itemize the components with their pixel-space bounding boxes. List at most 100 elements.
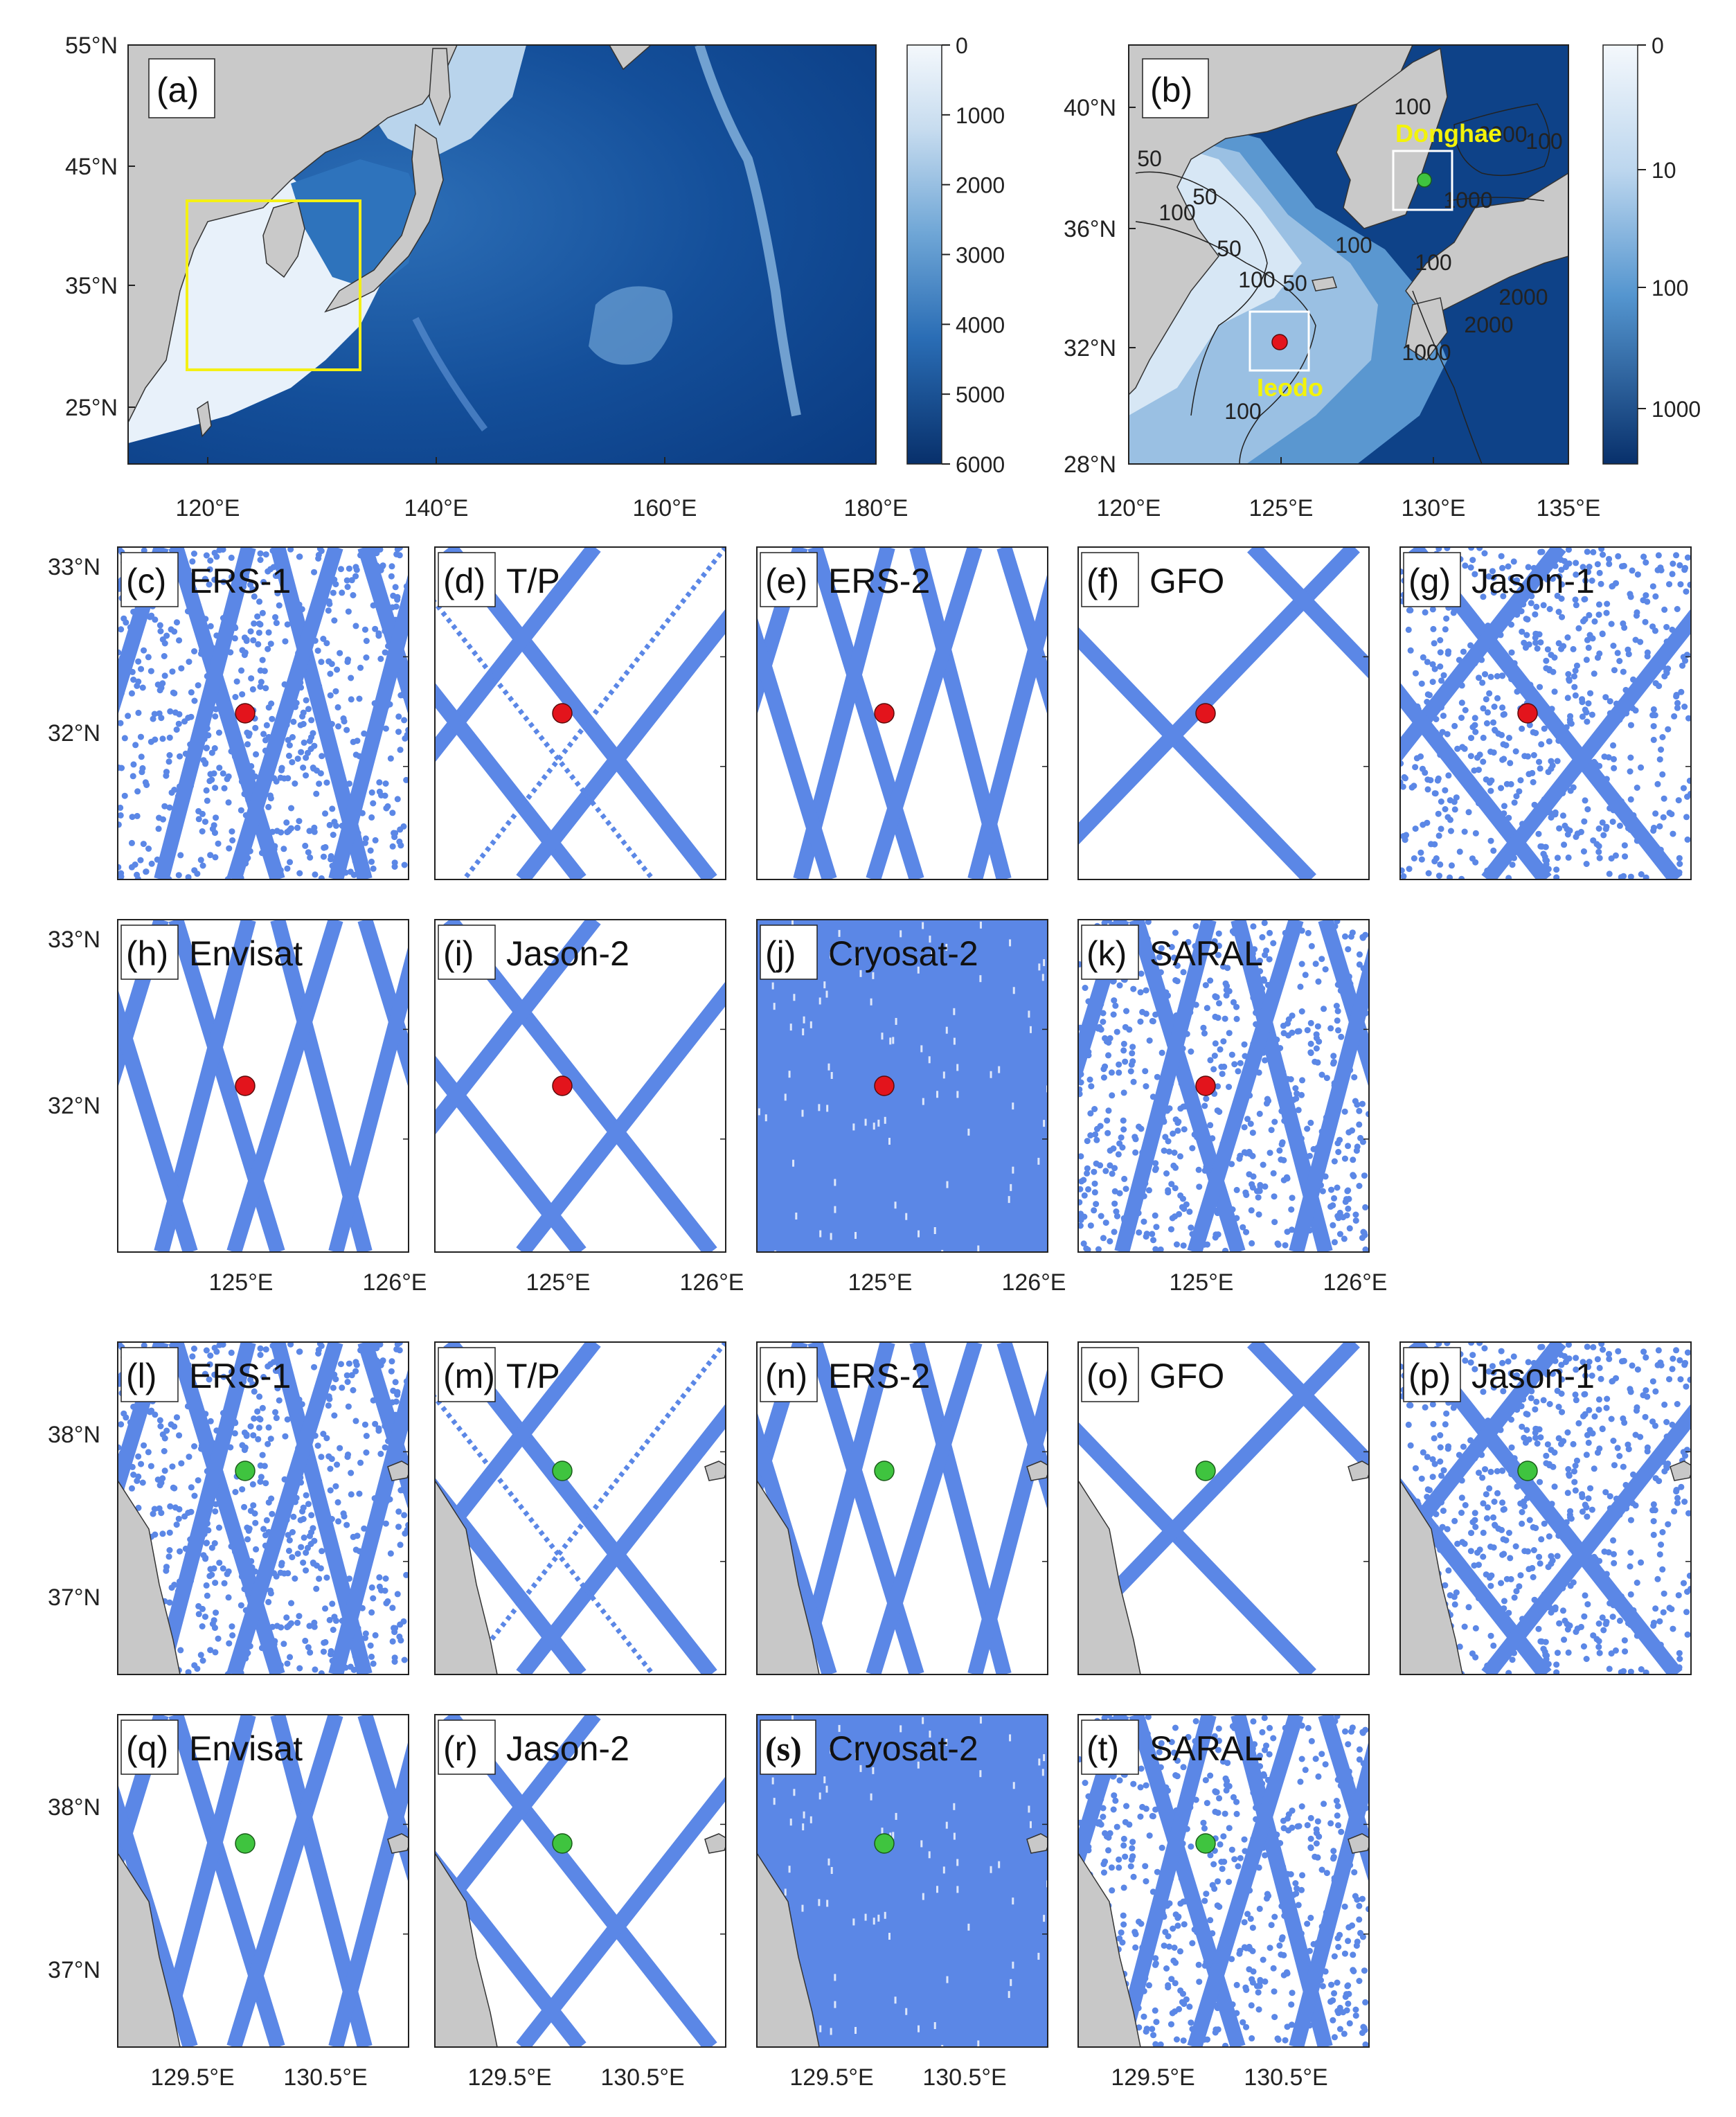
panel-label-box xyxy=(120,1719,179,1775)
coverage-gap xyxy=(998,1861,1001,1868)
coverage-gap xyxy=(801,1109,804,1117)
coverage-gap xyxy=(894,1202,897,1209)
ground-track xyxy=(168,547,285,879)
coverage-gap xyxy=(945,943,948,951)
coverage-gap xyxy=(931,1744,933,1752)
map-a-frame xyxy=(127,44,877,465)
coverage-gap xyxy=(873,1918,875,1925)
colorbar-a-label: 0 xyxy=(956,33,968,58)
coverage-gap xyxy=(826,1105,829,1112)
panel-axis-labels: 33°N 32°N 33°N 32°N 38°N 37°N 38°N 37°N 125°E 126… xyxy=(48,554,1387,2091)
panel-label: (q) xyxy=(126,1729,168,1768)
map-b-lon-label: 125°E xyxy=(1249,495,1313,521)
contour-label: 2000 xyxy=(1498,285,1548,310)
ground-track xyxy=(1400,1342,1566,1558)
coverage-gap xyxy=(889,1037,892,1045)
coastline-land xyxy=(757,1479,820,1674)
coverage-gap xyxy=(1028,1805,1030,1813)
colorbar-a-ticks: 0 1000 2000 3000 4000 5000 6000 xyxy=(942,33,1005,477)
ulleung-island xyxy=(704,1461,726,1481)
map-b-lon-label: 135°E xyxy=(1536,495,1600,521)
coverage-gap xyxy=(825,1785,828,1793)
coverage-gap xyxy=(1009,1734,1012,1742)
ground-track xyxy=(328,572,409,879)
coverage-gap xyxy=(864,1913,867,1921)
coverage-gap xyxy=(758,1108,760,1116)
sparse-track xyxy=(435,1393,655,1674)
ground-track xyxy=(168,1342,285,1674)
ridge-2 xyxy=(589,286,673,365)
land-korea-b xyxy=(1336,47,1448,229)
sparse-track xyxy=(462,1342,726,1674)
ground-track xyxy=(1247,1342,1369,1474)
panel-label-box xyxy=(760,924,818,980)
ground-track xyxy=(168,1715,285,2047)
panel-label: (i) xyxy=(443,934,474,973)
coverage-gap xyxy=(953,1803,956,1810)
ground-track xyxy=(357,1715,409,1884)
coverage-gap xyxy=(830,2028,832,2035)
panel-label: (e) xyxy=(765,562,807,600)
satellite-name: ERS-1 xyxy=(189,1357,291,1395)
coverage-gap xyxy=(922,922,924,929)
map-a-lon-label: 140°E xyxy=(404,495,468,521)
coverage-gap xyxy=(854,2026,857,2034)
coverage-gap xyxy=(830,1747,832,1754)
coverage-gap xyxy=(931,949,933,957)
coverage-gap xyxy=(956,1859,959,1866)
ground-track xyxy=(1481,1403,1691,1674)
contour-label: 100 xyxy=(1158,200,1195,225)
panel-frame xyxy=(756,919,1048,1253)
panel-m: (m) T/P xyxy=(434,1341,726,1675)
panel-label: (s) xyxy=(765,1729,802,1768)
panel-h: (h) Envisat xyxy=(117,919,409,1253)
ieodo-station-marker xyxy=(874,703,895,724)
satellite-name: Jason-2 xyxy=(506,1729,629,1768)
ground-track xyxy=(516,1403,726,1674)
coverage-gap xyxy=(854,1752,857,1760)
coverage-gap xyxy=(1012,1166,1014,1174)
donghae-lon-label: 130.5°E xyxy=(600,2064,684,2091)
contour-label: 100 xyxy=(1415,250,1451,275)
panel-label-box xyxy=(1081,1347,1139,1402)
contour-2000 xyxy=(1453,103,1550,177)
panel-label: (f) xyxy=(1086,562,1119,600)
panel-label: (h) xyxy=(126,934,168,973)
land-kyushu xyxy=(1405,297,1448,361)
ground-track xyxy=(1318,1715,1369,1884)
coverage-gap xyxy=(922,1717,924,1724)
ridge-1 xyxy=(695,45,801,417)
map-a-lon-label: 120°E xyxy=(175,495,240,521)
ground-track xyxy=(866,547,983,879)
colorbar-a-label: 4000 xyxy=(956,312,1005,337)
coverage-gap xyxy=(928,1851,931,1859)
coverage-gap xyxy=(834,1179,836,1186)
panel-label-box xyxy=(120,552,179,607)
coverage-gap xyxy=(803,1016,805,1024)
coverage-gap xyxy=(838,929,841,937)
coverage-gap xyxy=(870,1793,873,1801)
satellite-name: Envisat xyxy=(189,1729,303,1768)
coastline-land xyxy=(118,1479,181,1674)
coverage-gap xyxy=(827,1063,830,1071)
ground-track xyxy=(154,547,256,879)
coastline-land xyxy=(1078,1852,1141,2047)
donghae-lat-label: 37°N xyxy=(48,1957,100,1983)
coverage-gap xyxy=(945,1821,948,1829)
panel-label: (t) xyxy=(1086,1729,1119,1768)
ieodo-lat-label: 32°N xyxy=(48,1093,100,1119)
donghae-station-marker xyxy=(874,1833,895,1854)
coverage-gap xyxy=(1029,1821,1032,1828)
satellite-name: GFO xyxy=(1149,562,1224,600)
ground-track xyxy=(1318,920,1369,1089)
ground-track xyxy=(967,572,1048,879)
contour-label: 100 xyxy=(1238,267,1275,292)
coverage-gap xyxy=(918,2025,920,2033)
panel-frame xyxy=(117,1714,409,2048)
coverage-gap xyxy=(888,1138,891,1145)
coverage-gap xyxy=(922,1098,924,1105)
satellite-name: ERS-2 xyxy=(828,562,930,600)
coverage-gap xyxy=(830,952,832,959)
coverage-gap xyxy=(1037,1157,1040,1165)
coverage-gap xyxy=(1041,974,1044,981)
